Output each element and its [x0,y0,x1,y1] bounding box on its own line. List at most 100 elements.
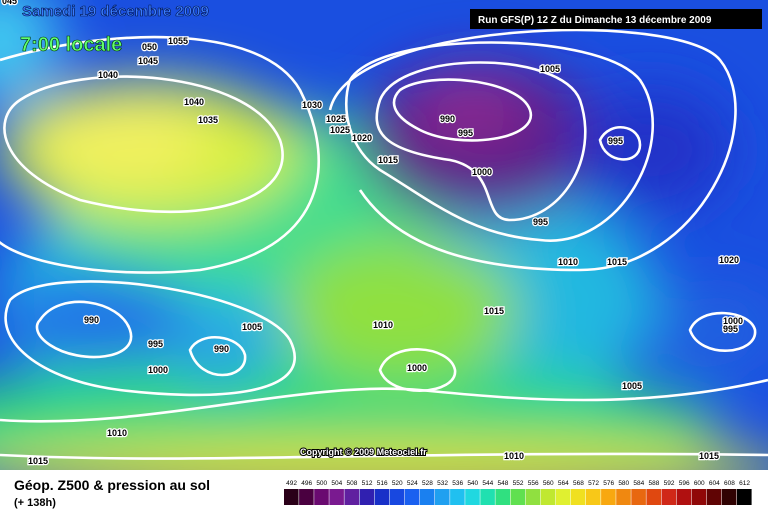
copyright: Copyright © 2009 Meteociel.fr [300,447,427,457]
scale-label: 496 [301,480,312,487]
isobar-labels: 0451055050104510401040103510301025102510… [1,0,745,467]
scale-swatch [540,489,556,505]
scale-swatch [329,489,344,505]
scale-swatch [314,489,329,505]
scale-label: 592 [664,480,675,487]
isobar-label: 1005 [540,64,560,74]
map-title: Samedi 19 décembre 2009 [22,3,209,20]
color-scale: 492 496 500 504 508 512 516 520 524 528 532 536 540 5… [284,480,752,505]
scale-label: 584 [633,480,644,487]
scale-swatch [706,489,722,505]
scale-label: 588 [649,480,660,487]
scale-swatch [631,489,646,505]
isobar-label: 050 [142,42,157,52]
isobar-label: 1015 [28,456,48,466]
scale-swatch [691,489,707,505]
scale-swatch [721,489,737,505]
footer-lead: (+ 138h) [14,497,56,509]
field [0,0,768,470]
isobar-label: 1010 [558,257,578,267]
scale-label: 516 [377,480,388,487]
scale-swatch [495,489,510,505]
isobar-label: 1045 [138,56,158,66]
scale-label: 560 [543,480,554,487]
scale-label: 520 [392,480,403,487]
scale-swatch [284,489,299,505]
scale-swatch [299,489,314,505]
isobar-label: 1000 [723,316,743,326]
map-time: 7:00 locale [20,34,122,56]
scale-swatch [374,489,390,505]
scale-label: 556 [528,480,539,487]
isobar-label: 990 [440,114,455,124]
scale-swatch [465,489,480,505]
scale-swatch [525,489,541,505]
isobar-label: 045 [2,0,17,6]
scale-label: 600 [694,480,705,487]
run-box [470,9,762,29]
scale-swatch [344,489,359,505]
scale-swatch [359,489,375,505]
scale-label: 596 [679,480,690,487]
isobar-label: 1020 [352,133,372,143]
scale-label: 536 [452,480,463,487]
isobar-label: 1000 [472,167,492,177]
isobar-label: 1040 [184,97,204,107]
scale-swatch [646,489,661,505]
isobar-label: 990 [84,315,99,325]
scale-label: 500 [316,480,327,487]
scale-swatch [450,489,465,505]
footer-title: Géop. Z500 & pression au sol [14,477,210,493]
scale-label: 564 [558,480,569,487]
scale-label: 544 [482,480,493,487]
isobar-label: 1005 [242,322,262,332]
isobar-label: 990 [214,344,229,354]
isobar-label: 1025 [326,114,346,124]
scale-label: 492 [286,480,297,487]
scale-label: 612 [739,480,750,487]
isobar-label: 1010 [107,428,127,438]
isobar-label: 1015 [484,306,504,316]
scale-label: 572 [588,480,599,487]
isobar-label: 1005 [622,381,642,391]
scale-label: 512 [362,480,373,487]
scale-label: 508 [347,480,358,487]
isobar-label: 1020 [719,255,739,265]
isobar-label: 995 [723,324,738,334]
isobar-label: 995 [458,128,473,138]
isobar-label: 1000 [407,363,427,373]
run-label: Run GFS(P) 12 Z du Dimanche 13 décembre … [478,15,712,26]
scale-label: 608 [724,480,735,487]
scale-swatch [661,489,677,505]
isobar-label: 1030 [302,100,322,110]
scale-label: 504 [331,480,342,487]
scale-label: 524 [407,480,418,487]
scale-swatch [404,489,420,505]
scale-swatch [480,489,495,505]
scale-swatch [510,489,526,505]
scale-swatch [676,489,692,505]
scale-label: 540 [467,480,478,487]
scale-label: 528 [422,480,433,487]
isobar-label: 995 [533,217,548,227]
scale-swatch [555,489,571,505]
scale-swatch [570,489,586,505]
scale-swatch [389,489,405,505]
scale-swatch [601,489,616,505]
scale-label: 532 [437,480,448,487]
scale-label: 552 [513,480,524,487]
scale-swatch [419,489,435,505]
isobar-label: 1015 [607,257,627,267]
scale-swatch [435,489,450,505]
isobar-label: 1035 [198,115,218,125]
isobar-label: 1015 [699,451,719,461]
scale-label: 604 [709,480,720,487]
isobar-label: 995 [608,136,623,146]
isobar-label: 995 [148,339,163,349]
isobar-label: 1015 [378,155,398,165]
scale-swatch [586,489,601,505]
isobar-label: 1010 [504,451,524,461]
scale-label: 576 [603,480,614,487]
scale-label: 568 [573,480,584,487]
scale-swatch [737,489,752,505]
